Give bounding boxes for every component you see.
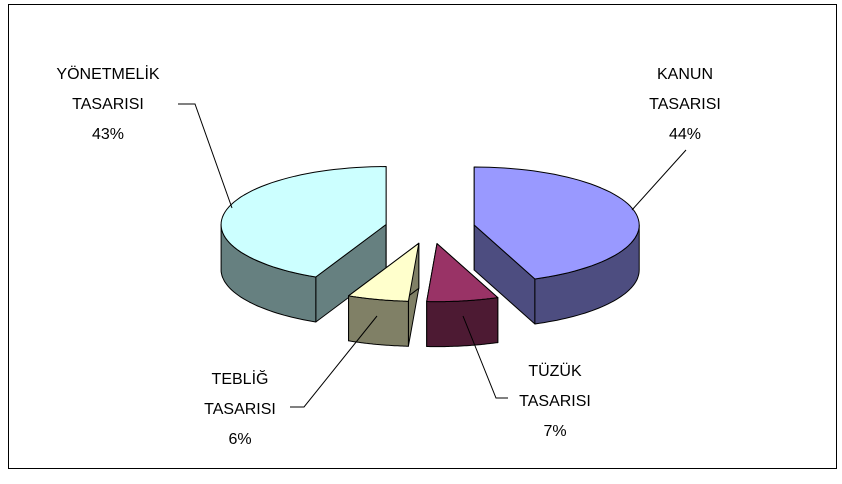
slice-side [426,297,499,348]
slice-label: TEBLİĞ TASARISI 6% [165,365,315,455]
leader-line [178,103,233,209]
leader-line [631,149,687,211]
slice-name: YÖNETMELİK TASARISI [56,66,160,113]
slice-top [348,242,420,302]
slice-name: TEBLİĞ TASARISI [204,371,276,418]
slice-name: KANUN TASARISI [649,66,721,113]
leader-line [290,315,378,408]
chart-frame [8,4,837,469]
slice-value: 44% [668,126,702,143]
slice-label: YÖNETMELİK TASARISI 43% [33,60,183,150]
slice-name: TÜZÜK TASARISI [519,363,591,410]
slice-value: 7% [543,423,567,440]
slice-side [348,295,409,347]
slice-label: KANUN TASARISI 44% [610,60,760,150]
slice-value: 43% [91,126,125,143]
leader-line [462,315,508,399]
slice-top [426,243,499,303]
slice-label: TÜZÜK TASARISI 7% [480,357,630,447]
slice-top [220,166,387,278]
slice-top [473,166,640,280]
slice-value: 6% [228,431,252,448]
